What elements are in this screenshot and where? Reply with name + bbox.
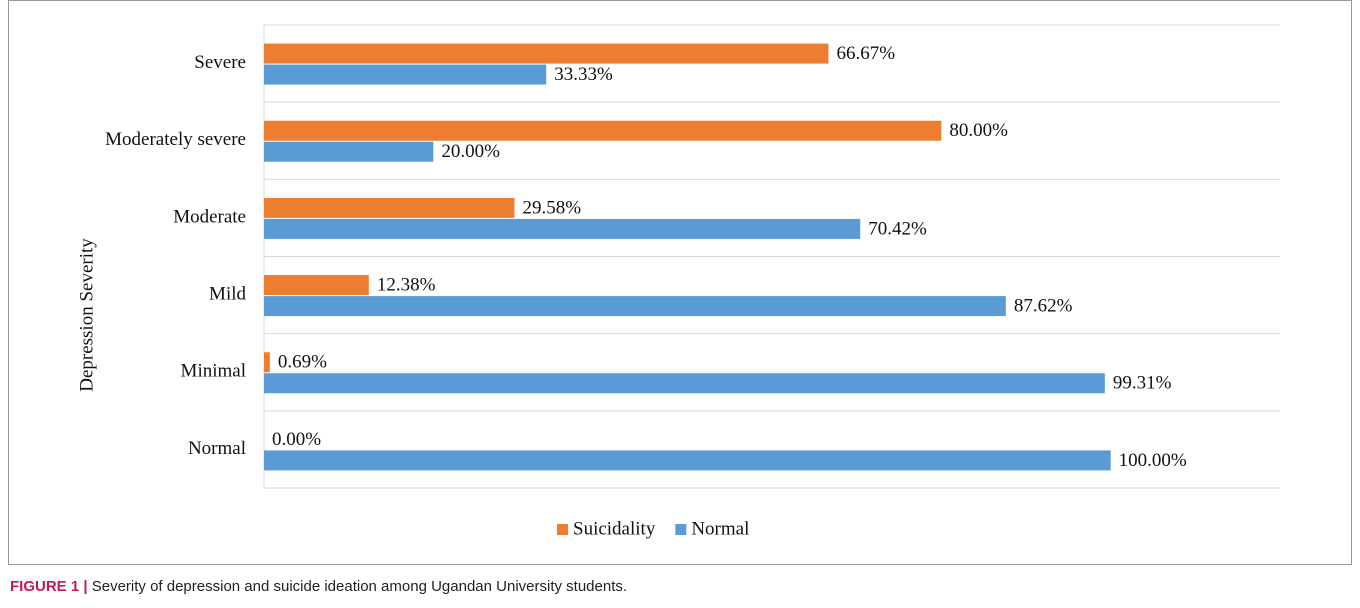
value-label: 20.00%	[441, 141, 500, 162]
value-label: 66.67%	[836, 43, 895, 64]
frame	[8, 0, 1352, 565]
value-label: 29.58%	[522, 197, 581, 218]
bar	[264, 450, 1111, 471]
value-label: 87.62%	[1014, 295, 1073, 316]
chart: Depression Severity Severe 66.67% 33.33% Mo…	[8, 0, 1352, 565]
caption-label: FIGURE 1 |	[10, 578, 88, 595]
bar	[264, 64, 547, 85]
legend-label: Normal	[691, 518, 749, 539]
value-label: 80.00%	[949, 120, 1008, 141]
y-tick-label: Moderately severe	[105, 129, 246, 150]
value-label: 100.00%	[1119, 450, 1187, 471]
legend-swatch	[675, 524, 687, 535]
bar	[264, 296, 1006, 317]
value-label: 33.33%	[554, 64, 613, 85]
legend-swatch	[557, 524, 568, 535]
bar	[264, 197, 515, 218]
legend-label: Suicidality	[573, 518, 656, 539]
caption-text: Severity of depression and suicide ideat…	[91, 578, 628, 595]
bar	[264, 218, 861, 239]
value-label: 12.38%	[377, 274, 436, 295]
y-tick-label: Mild	[209, 283, 246, 304]
value-label: 0.69%	[278, 352, 327, 373]
y-axis-label: Depression Severity	[76, 238, 97, 392]
caption: FIGURE 1 | Severity of depression and su…	[10, 578, 627, 595]
y-tick-label: Minimal	[181, 361, 246, 382]
bar	[264, 141, 434, 162]
bar	[264, 275, 369, 296]
y-tick-label: Moderate	[173, 206, 246, 227]
value-label: 70.42%	[868, 218, 927, 239]
bar	[264, 373, 1105, 394]
value-label: 0.00%	[272, 429, 321, 450]
y-tick-label: Severe	[194, 52, 246, 73]
bar	[264, 120, 942, 141]
y-tick-label: Normal	[188, 438, 246, 459]
value-label: 99.31%	[1113, 373, 1172, 394]
bar	[264, 43, 829, 64]
bar	[264, 352, 270, 373]
